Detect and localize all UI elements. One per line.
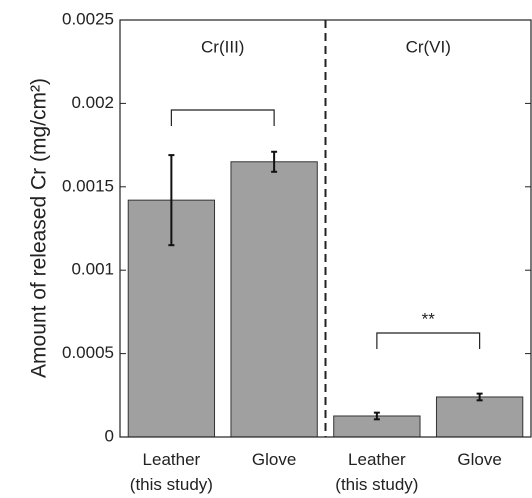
y-tick-label: 0.0005 — [62, 343, 114, 362]
significance-bracket — [170, 109, 275, 126]
x-tick-label: Glove — [457, 450, 501, 469]
x-tick-label-line: Glove — [252, 450, 296, 469]
y-tick-label: 0.001 — [71, 260, 114, 279]
y-tick-label: 0.0015 — [62, 176, 114, 195]
group-label: Cr(III) — [201, 37, 244, 56]
y-axis-label: Amount of released Cr (mg/cm²) — [28, 78, 51, 378]
x-tick-label: Glove — [252, 450, 296, 469]
significance-label: ** — [422, 309, 436, 328]
x-tick-label-line: (this study) — [335, 475, 418, 494]
x-tick-label: Leather (this study) — [335, 450, 418, 494]
x-tick-label-line: Leather — [143, 450, 201, 469]
group-label: Cr(VI) — [406, 37, 451, 56]
x-tick-label-line: (this study) — [130, 475, 213, 494]
bar — [435, 396, 524, 438]
y-tick-label: 0 — [105, 426, 114, 445]
x-tick-label-line: Glove — [457, 450, 501, 469]
y-tick-label: 0.002 — [71, 93, 114, 112]
y-tick-label: 0.0025 — [62, 9, 114, 28]
x-tick-label-line: Leather — [348, 450, 406, 469]
significance-bracket — [376, 332, 481, 349]
x-tick-label: Leather (this study) — [130, 450, 213, 494]
bar — [230, 161, 318, 438]
